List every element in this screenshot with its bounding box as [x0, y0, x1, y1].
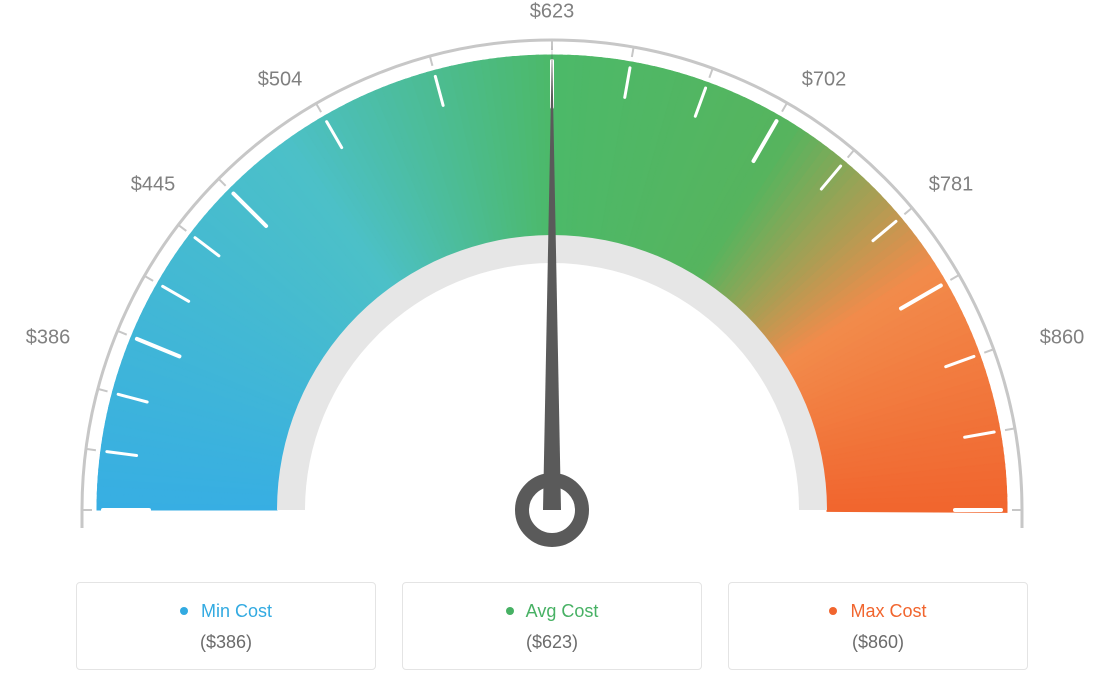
gauge-area: $386 $445 $504 $623 $702 $781 $860 [0, 0, 1104, 570]
legend-text-max: Max Cost [850, 601, 926, 621]
gauge-tick-label: $504 [258, 69, 303, 92]
legend-card-max: Max Cost ($860) [728, 582, 1028, 670]
legend-label-min: Min Cost [77, 601, 375, 622]
gauge-tick-label: $386 [26, 327, 71, 350]
legend-dot-min [180, 607, 188, 615]
gauge-tick-label: $702 [802, 69, 847, 92]
gauge-svg [0, 0, 1104, 570]
legend-value-avg: ($623) [403, 632, 701, 653]
legend-label-max: Max Cost [729, 601, 1027, 622]
legend-value-min: ($386) [77, 632, 375, 653]
gauge-tick-label: $781 [929, 174, 974, 197]
legend-card-avg: Avg Cost ($623) [402, 582, 702, 670]
gauge-tick-label: $860 [1040, 327, 1085, 350]
legend-dot-max [829, 607, 837, 615]
legend-value-max: ($860) [729, 632, 1027, 653]
legend-dot-avg [506, 607, 514, 615]
legend-text-avg: Avg Cost [526, 601, 599, 621]
legend-row: Min Cost ($386) Avg Cost ($623) Max Cost… [0, 582, 1104, 670]
gauge-tick-label: $623 [530, 1, 575, 24]
gauge-chart-container: $386 $445 $504 $623 $702 $781 $860 Min Cost ($… [0, 0, 1104, 690]
legend-label-avg: Avg Cost [403, 601, 701, 622]
legend-card-min: Min Cost ($386) [76, 582, 376, 670]
gauge-tick-label: $445 [131, 174, 176, 197]
legend-text-min: Min Cost [201, 601, 272, 621]
